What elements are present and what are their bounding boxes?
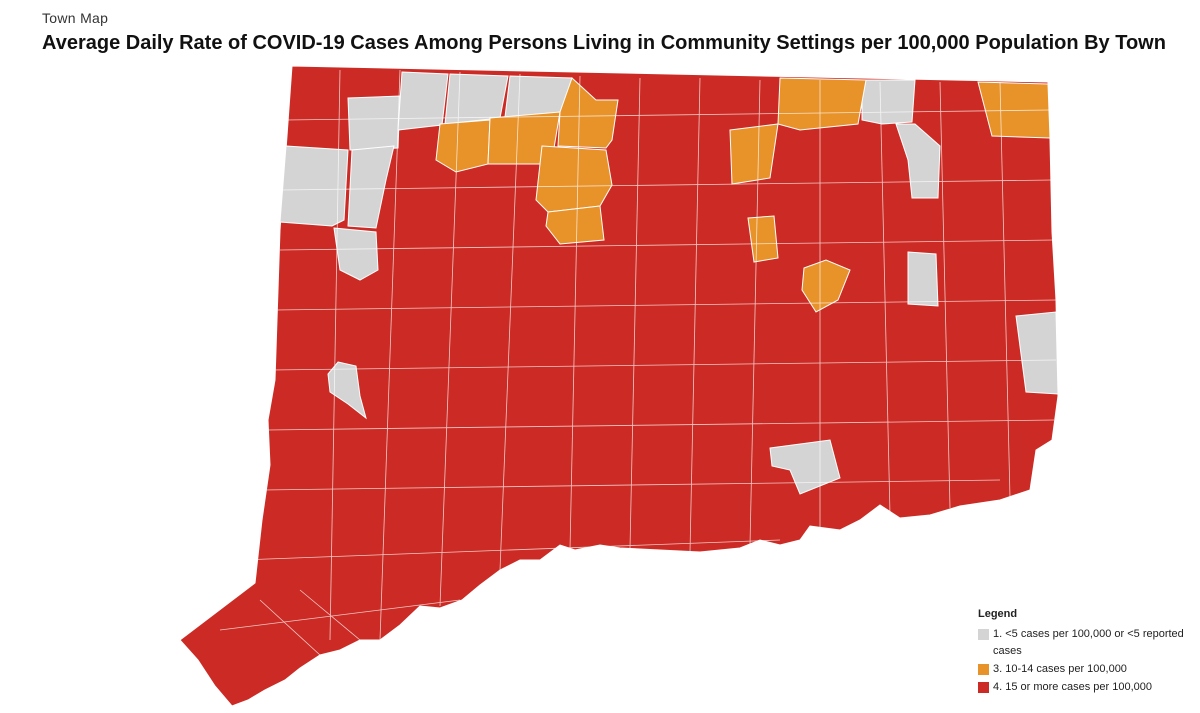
town-grey[interactable] [327, 361, 367, 420]
legend-label-high: 4. 15 or more cases per 100,000 [993, 681, 1152, 693]
town-grey[interactable] [1015, 311, 1059, 395]
town-orange[interactable] [977, 81, 1051, 139]
town-grey[interactable] [769, 439, 841, 495]
town-orange[interactable] [545, 205, 605, 245]
town-orange[interactable] [747, 215, 779, 263]
legend-title: Legend [978, 608, 1018, 620]
town-orange[interactable] [777, 77, 867, 131]
legend-item-high: 4. 15 or more cases per 100,000 [978, 679, 1188, 696]
town-grey[interactable] [347, 95, 401, 151]
map-legend: Legend 1. <5 cases per 100,000 or <5 rep… [978, 606, 1188, 697]
town-grey[interactable] [895, 123, 941, 199]
legend-swatch-low [978, 629, 989, 640]
legend-label-low: 1. <5 cases per 100,000 or <5 reported c… [993, 628, 1184, 657]
town-grey[interactable] [347, 145, 395, 229]
map-title: Average Daily Rate of COVID-19 Cases Amo… [42, 32, 1166, 54]
town-grey[interactable] [279, 145, 349, 227]
legend-swatch-high [978, 682, 989, 693]
map-eyebrow: Town Map [42, 10, 109, 26]
orange-towns-group [435, 77, 1051, 313]
legend-label-mid: 3. 10-14 cases per 100,000 [993, 663, 1127, 675]
grey-towns-group [279, 71, 1059, 495]
town-grey[interactable] [444, 73, 509, 125]
town-orange[interactable] [729, 123, 779, 185]
legend-swatch-mid [978, 664, 989, 675]
town-grey[interactable] [907, 251, 939, 307]
town-boundaries [219, 69, 1057, 656]
town-orange[interactable] [535, 145, 613, 213]
town-grey[interactable] [333, 227, 379, 281]
town-orange[interactable] [801, 259, 851, 313]
state-outline [179, 65, 1059, 707]
town-grey[interactable] [397, 71, 449, 131]
legend-item-mid: 3. 10-14 cases per 100,000 [978, 661, 1188, 678]
legend-item-low: 1. <5 cases per 100,000 or <5 reported c… [978, 626, 1188, 660]
town-grey[interactable] [861, 79, 916, 125]
town-orange[interactable] [557, 77, 619, 149]
town-orange[interactable] [435, 119, 491, 173]
